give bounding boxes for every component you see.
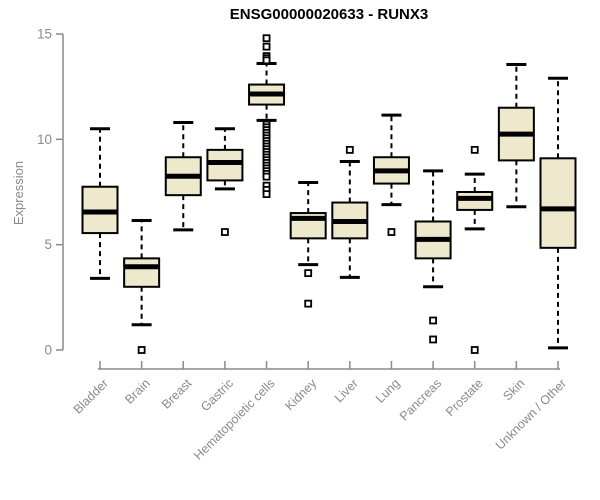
outlier-point (262, 172, 271, 181)
x-axis-tick-label: Bladder (71, 376, 111, 416)
x-axis-tick-label: Pancreas (397, 376, 444, 423)
y-axis-title: Expression (11, 160, 26, 226)
box (123, 257, 161, 288)
box (456, 191, 494, 211)
outlier-point (304, 299, 313, 308)
box (539, 157, 577, 249)
x-axis-tick-label: Liver (332, 376, 361, 405)
x-axis-tick-label: Kidney (282, 376, 319, 413)
x-axis-tick-label: Breast (159, 376, 195, 412)
outlier-point (221, 228, 229, 236)
outlier-point (262, 42, 271, 51)
x-axis-tick-label: Prostate (443, 376, 486, 419)
y-axis-tick-label: 5 (44, 237, 52, 252)
box (206, 148, 244, 182)
x-axis-tick-label: Gastric (198, 376, 236, 414)
x-axis-tick-label: Hematopoietic cells (191, 376, 278, 463)
x-axis-tick-label: Unknown / Other (493, 376, 569, 452)
y-axis-tick-label: 15 (37, 27, 52, 42)
outlier-point (470, 346, 479, 354)
outlier-point (304, 269, 313, 278)
x-axis-tick-label: Brain (122, 376, 153, 407)
chart-title: ENSG00000020633 - RUNX3 (229, 6, 429, 23)
outlier-point (429, 316, 437, 325)
outlier-point (262, 34, 271, 43)
outlier-point (262, 56, 271, 65)
outlier-point (387, 228, 396, 236)
outlier-point (429, 335, 437, 344)
outlier-point (470, 145, 479, 154)
outlier-point (262, 190, 271, 199)
outlier-point (137, 346, 146, 354)
y-axis-tick-label: 10 (37, 132, 52, 147)
outlier-point (345, 145, 354, 154)
x-axis-tick-label: Lung (373, 376, 403, 406)
x-axis-tick-label: Skin (500, 376, 527, 403)
y-axis-tick-label: 0 (44, 343, 52, 358)
